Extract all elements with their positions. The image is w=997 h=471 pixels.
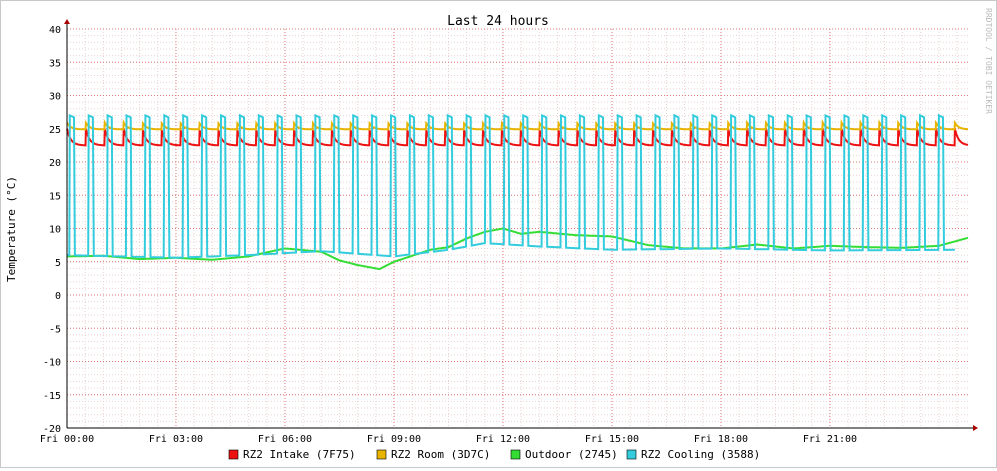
legend-swatch [510, 449, 521, 460]
y-tick-label: 30 [49, 92, 61, 103]
series-line-2 [67, 227, 969, 271]
y-tick-label: 35 [49, 58, 61, 69]
series-line-1 [66, 119, 968, 131]
chart-title: Last 24 hours [447, 14, 549, 29]
y-tick-label: 10 [49, 225, 61, 236]
y-axis-arrow [64, 19, 70, 24]
watermark: RRDTOOL / TOBI OETIKER [984, 8, 993, 114]
x-axis-arrow [973, 425, 978, 431]
x-tick-label: Fri 12:00 [476, 434, 530, 445]
x-tick-label: Fri 03:00 [149, 434, 203, 445]
y-tick-label: 0 [55, 291, 61, 302]
x-tick-label: Fri 15:00 [585, 434, 639, 445]
x-tick-label: Fri 09:00 [367, 434, 421, 445]
y-tick-label: 25 [49, 125, 61, 136]
y-tick-label: -15 [43, 391, 61, 402]
legend-swatch [626, 449, 637, 460]
y-tick-label: -5 [49, 324, 61, 335]
legend-label: RZ2 Intake (7F75) [243, 448, 356, 461]
y-tick-label: 5 [55, 258, 61, 269]
x-tick-label: Fri 00:00 [40, 434, 94, 445]
x-tick-label: Fri 21:00 [803, 434, 857, 445]
x-tick-label: Fri 18:00 [694, 434, 748, 445]
legend-label: RZ2 Room (3D7C) [391, 448, 490, 461]
y-tick-label: 20 [49, 158, 61, 169]
legend: RZ2 Intake (7F75) RZ2 Room (3D7C) Outdoor … [228, 448, 760, 461]
legend-swatch [228, 449, 239, 460]
series-line-0 [66, 128, 969, 147]
series-line-3 [66, 113, 955, 259]
legend-swatch [376, 449, 387, 460]
y-tick-label: -10 [43, 358, 61, 369]
y-axis-label: Temperature (°C) [5, 176, 18, 282]
y-tick-label: -20 [43, 424, 61, 435]
y-tick-label: 40 [49, 25, 61, 36]
y-tick-label: 15 [49, 191, 61, 202]
x-tick-label: Fri 06:00 [258, 434, 312, 445]
legend-label: RZ2 Cooling (3588) [641, 448, 760, 461]
legend-label: Outdoor (2745) [525, 448, 618, 461]
